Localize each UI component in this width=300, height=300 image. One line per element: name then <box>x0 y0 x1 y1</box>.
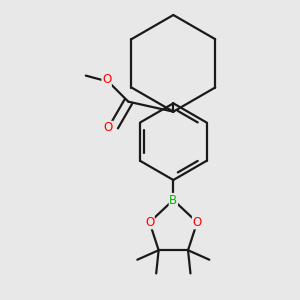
Text: O: O <box>102 74 111 86</box>
Text: B: B <box>169 194 177 206</box>
Text: O: O <box>103 122 113 134</box>
Text: O: O <box>145 216 154 229</box>
Text: O: O <box>193 216 202 229</box>
